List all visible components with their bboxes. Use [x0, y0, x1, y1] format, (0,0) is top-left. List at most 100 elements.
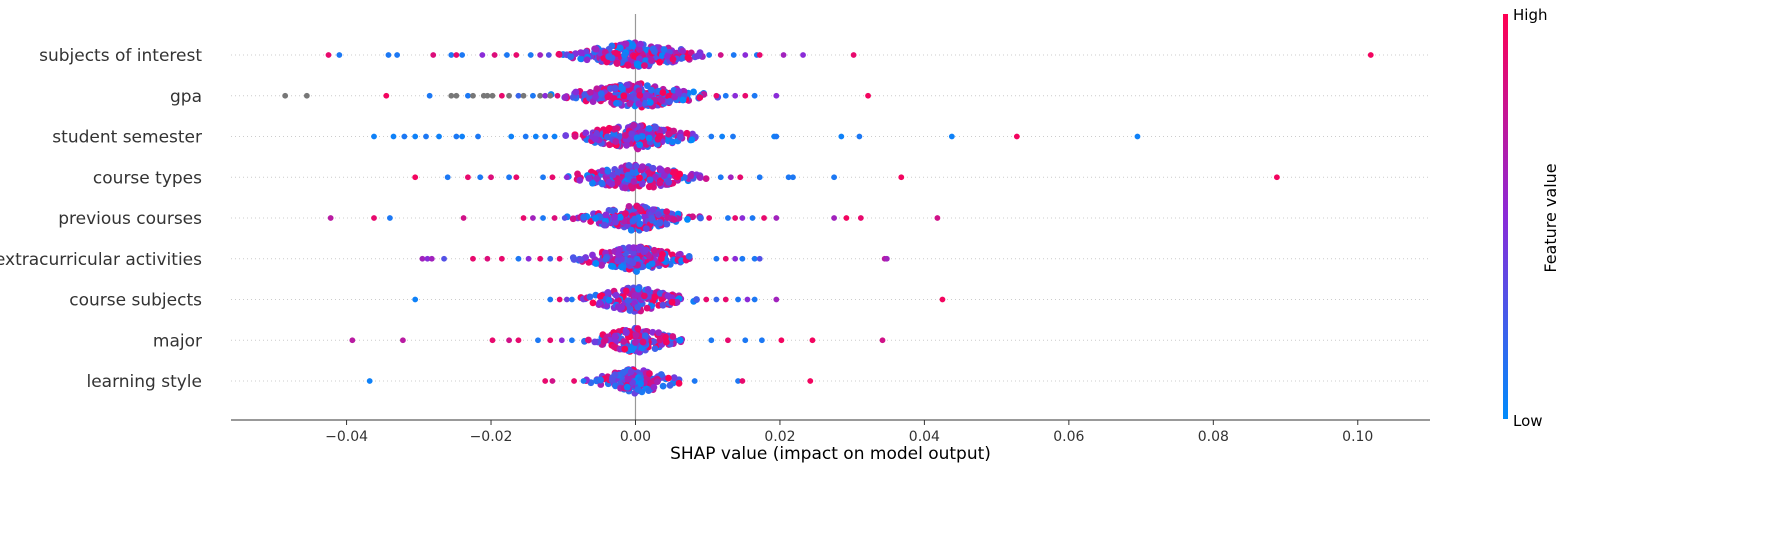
shap-point — [558, 337, 565, 344]
shap-point — [643, 82, 651, 90]
shap-point — [706, 215, 713, 221]
shap-point — [624, 61, 632, 69]
shap-point — [585, 258, 593, 266]
shap-point — [571, 378, 577, 384]
shap-point — [385, 52, 392, 58]
shap-point — [612, 382, 619, 390]
shap-point — [665, 130, 673, 138]
shap-point — [597, 376, 604, 384]
shap-point — [589, 251, 596, 259]
shap-point — [282, 92, 289, 99]
shap-point — [732, 255, 739, 262]
shap-point — [600, 337, 608, 345]
shap-point — [631, 215, 639, 223]
shap-point — [660, 46, 668, 53]
shap-point — [639, 263, 647, 271]
shap-point — [479, 52, 486, 58]
shap-point — [696, 174, 704, 182]
shap-point — [554, 92, 561, 99]
shap-point — [624, 375, 632, 383]
x-tick-label: 0.08 — [1198, 429, 1229, 445]
shap-point — [426, 92, 433, 99]
shap-point — [673, 298, 681, 306]
shap-point — [689, 213, 696, 221]
shap-point — [622, 40, 630, 48]
shap-point — [627, 182, 635, 190]
shap-point — [679, 96, 687, 104]
shap-point — [735, 378, 741, 384]
shap-point — [577, 49, 585, 57]
shap-point — [656, 219, 664, 227]
shap-point — [744, 296, 751, 303]
shap-point — [620, 338, 628, 345]
feature-label: subjects of interest — [39, 46, 202, 66]
shap-point — [719, 133, 726, 140]
shap-point — [739, 215, 746, 221]
shap-point — [634, 60, 641, 68]
shap-point — [475, 133, 481, 140]
shap-point — [623, 383, 631, 391]
shap-point — [520, 215, 527, 221]
shap-point — [645, 125, 653, 132]
shap-point — [613, 50, 621, 57]
shap-point — [670, 216, 678, 223]
shap-point — [303, 92, 310, 99]
shap-point — [623, 141, 630, 149]
shap-point — [739, 255, 746, 262]
shap-point — [525, 255, 532, 262]
shap-point — [647, 86, 655, 94]
shap-point — [761, 215, 767, 221]
shap-point — [488, 174, 494, 181]
shap-point — [390, 133, 397, 140]
shap-point — [547, 296, 554, 303]
shap-point — [670, 374, 678, 382]
shap-point — [685, 252, 693, 260]
shap-point — [400, 337, 406, 344]
shap-point — [604, 93, 612, 101]
shap-point — [722, 255, 729, 262]
shap-point — [634, 291, 641, 299]
shap-point — [498, 92, 505, 99]
shap-point — [660, 172, 668, 180]
shap-point — [618, 263, 625, 271]
shap-point — [800, 52, 806, 58]
shap-point — [688, 136, 696, 144]
shap-point — [773, 215, 780, 221]
feature-label: course types — [93, 168, 202, 188]
x-tick-label: 0.02 — [764, 429, 795, 445]
shap-point — [576, 176, 584, 184]
shap-point — [756, 52, 763, 58]
shap-point — [591, 135, 599, 143]
shap-point — [725, 337, 731, 344]
shap-point — [630, 244, 637, 252]
shap-point — [633, 134, 641, 142]
shap-point — [742, 92, 749, 99]
shap-point — [569, 337, 575, 344]
feature-label: student semester — [52, 128, 202, 148]
shap-point — [602, 211, 610, 219]
shap-point — [644, 286, 652, 293]
shap-point — [600, 221, 608, 229]
shap-point — [608, 207, 616, 215]
shap-point — [675, 379, 683, 387]
shap-point — [622, 287, 630, 295]
shap-point — [591, 338, 599, 346]
shap-point — [735, 296, 741, 303]
shap-point — [562, 132, 570, 139]
shap-point — [648, 215, 656, 222]
shap-point — [430, 52, 437, 58]
shap-point — [655, 211, 662, 219]
shap-point — [651, 293, 659, 301]
shap-point — [453, 92, 460, 99]
shap-point — [751, 296, 758, 303]
shap-point — [412, 133, 419, 140]
shap-point — [898, 174, 905, 181]
shap-point — [621, 184, 629, 192]
shap-point — [453, 52, 460, 58]
shap-point — [598, 179, 606, 187]
shap-point — [620, 92, 628, 100]
shap-point — [616, 246, 623, 253]
shap-point — [773, 133, 780, 140]
shap-point — [675, 89, 683, 97]
